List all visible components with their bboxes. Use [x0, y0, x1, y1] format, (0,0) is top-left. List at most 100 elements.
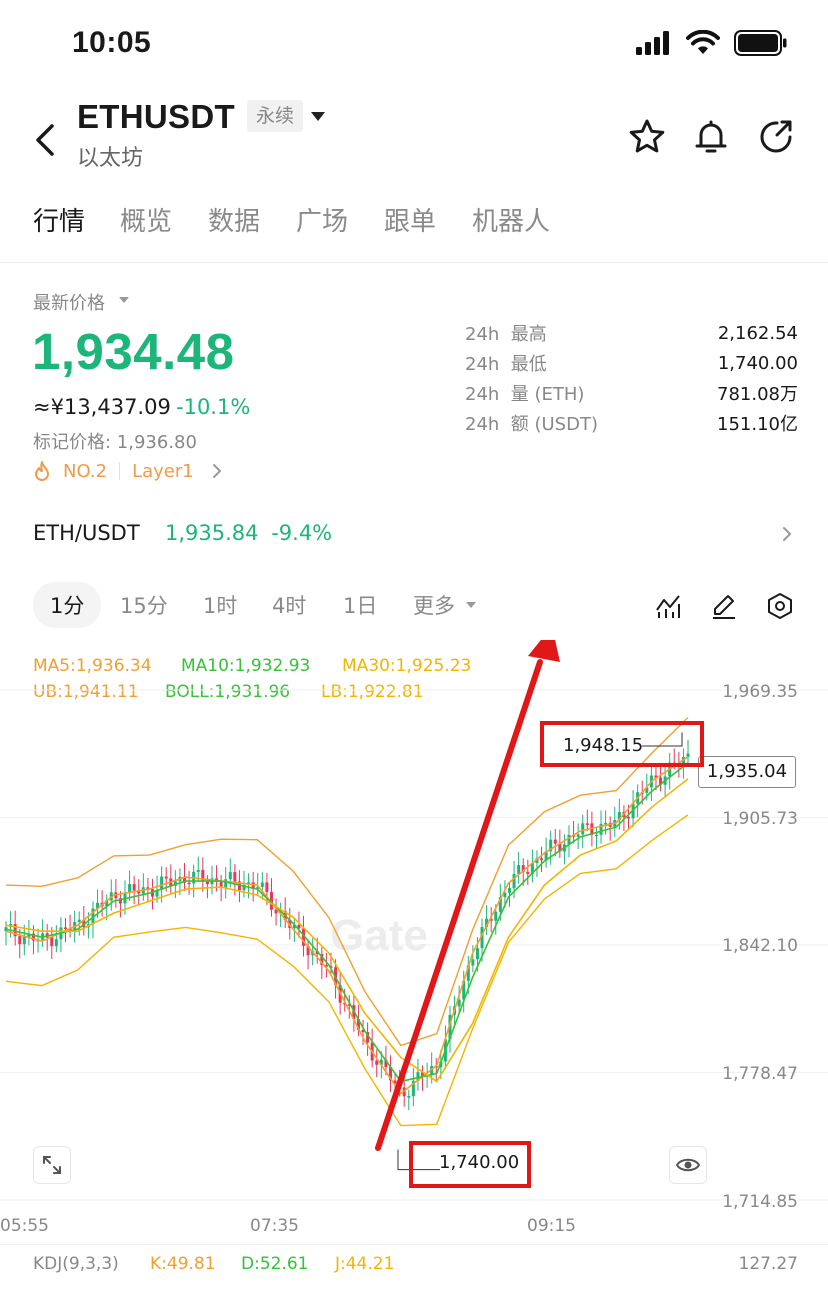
candle-body: [526, 871, 530, 874]
candle-body: [22, 936, 26, 945]
settings-hexagon-icon[interactable]: [766, 592, 794, 620]
candle-body: [489, 918, 493, 921]
latest-price-label[interactable]: 最新价格: [33, 293, 105, 314]
arrow-shaft: [375, 659, 543, 1151]
boll-mid-legend: BOLL:1,931.96: [165, 682, 291, 702]
cellular-signal-icon: [636, 31, 669, 55]
tabs-divider: [0, 262, 828, 263]
high-price-annotation: 1,948.15: [563, 735, 644, 756]
candle-body: [256, 886, 260, 889]
boll-ub-legend: UB:1,941.11: [33, 682, 139, 702]
tab-square[interactable]: 广场: [296, 207, 349, 237]
current-price-tag: 1,935.04: [698, 756, 796, 788]
candle-body: [260, 882, 264, 887]
candle-body: [411, 1080, 415, 1097]
interval-more[interactable]: 更多: [413, 594, 455, 618]
candle-body: [361, 1029, 365, 1033]
sector-tag[interactable]: Layer1: [132, 460, 194, 482]
high-leader-line: [642, 732, 683, 747]
tab-market[interactable]: 行情: [33, 207, 86, 237]
24h-stats: 24h 最高 2,162.54 24h 最低 1,740.00 24h 量 (E…: [465, 318, 798, 438]
pair-header: ETHUSDT 永续 以太坊: [0, 90, 828, 185]
status-bar: 10:05: [0, 0, 828, 90]
pair-title[interactable]: ETHUSDT: [77, 98, 235, 135]
spot-pair-row[interactable]: ETH/USDT 1,935.84 -9.4%: [0, 515, 828, 553]
candle-body: [567, 834, 571, 845]
interval-1d[interactable]: 1日: [343, 594, 378, 618]
spot-change: -9.4%: [271, 521, 333, 545]
chevron-right-icon[interactable]: [780, 525, 794, 543]
candle-body: [576, 834, 580, 837]
ma10-legend: MA10:1,932.93: [181, 656, 311, 676]
bell-icon[interactable]: [692, 118, 730, 156]
y-tick: 1,778.47: [722, 1064, 798, 1084]
share-icon[interactable]: [757, 118, 795, 156]
y-tick: 1,905.73: [722, 809, 798, 829]
interval-4h[interactable]: 4时: [272, 594, 307, 618]
candle-body: [471, 959, 475, 966]
flame-icon: [35, 461, 49, 481]
arrow-head: [528, 640, 560, 662]
candle-body: [77, 919, 81, 923]
candle-body: [681, 757, 685, 766]
kdj-j: J:44.21: [335, 1254, 395, 1274]
candle-body: [686, 753, 690, 758]
candle-body: [521, 865, 525, 872]
tab-overview[interactable]: 概览: [120, 207, 173, 237]
spot-price: 1,935.84 -9.4%: [165, 521, 332, 545]
x-tick: 09:15: [527, 1216, 576, 1236]
ma5-line: [5, 756, 689, 1095]
interval-1m[interactable]: 1分: [33, 582, 102, 628]
candle-body: [485, 918, 489, 928]
battery-icon: [734, 30, 787, 56]
candle-body: [320, 954, 324, 966]
ma30-line: [5, 778, 689, 1083]
x-tick: 07:35: [250, 1216, 299, 1236]
more-caret-icon[interactable]: [466, 602, 476, 608]
stat-row: 24h 最高 2,162.54: [465, 318, 798, 348]
pair-dropdown-caret-icon[interactable]: [311, 112, 325, 121]
fullscreen-button[interactable]: [33, 1146, 71, 1184]
candle-body: [68, 928, 72, 931]
watermark: Gate: [330, 911, 428, 960]
candle-body: [27, 933, 31, 937]
candle-body: [155, 889, 159, 897]
candle-body: [228, 872, 232, 880]
tag-row[interactable]: NO.2 Layer1: [33, 458, 224, 484]
candle-body: [269, 892, 273, 910]
candle-body: [379, 1059, 383, 1065]
indicator-chart-icon[interactable]: [655, 592, 683, 620]
stat-value: 1,740.00: [717, 352, 798, 374]
interval-1h[interactable]: 1时: [203, 594, 238, 618]
interval-selector: 1分 15分 1时 4时 1日 更多: [0, 580, 828, 632]
candle-body: [466, 965, 470, 981]
last-price: 1,934.48: [32, 323, 235, 380]
chevron-right-icon[interactable]: [210, 463, 224, 479]
latest-price-caret-icon[interactable]: [119, 297, 129, 303]
candle-body: [265, 882, 269, 893]
interval-15m[interactable]: 15分: [120, 594, 168, 618]
kline-chart[interactable]: Gate: [0, 640, 828, 1240]
candle-body: [50, 937, 54, 947]
candle-body: [421, 1072, 425, 1077]
candle-body: [585, 823, 589, 825]
ma30-legend: MA30:1,925.23: [342, 656, 472, 676]
tab-copy-trading[interactable]: 跟单: [384, 207, 437, 237]
low-price-annotation: 1,740.00: [439, 1152, 520, 1173]
candle-body: [292, 924, 296, 929]
rank-tag[interactable]: NO.2: [63, 460, 108, 482]
candle-body: [297, 924, 301, 929]
candle-body: [201, 869, 205, 882]
candle-body: [18, 936, 22, 945]
candle-body: [366, 1032, 370, 1043]
candle-body: [173, 881, 177, 886]
back-arrow-icon[interactable]: [30, 120, 60, 160]
tab-data[interactable]: 数据: [208, 207, 261, 237]
pencil-draw-icon[interactable]: [710, 592, 738, 620]
tab-bots[interactable]: 机器人: [472, 207, 551, 237]
star-icon[interactable]: [628, 118, 666, 156]
candle-body: [553, 839, 557, 844]
chart-grid: [0, 689, 828, 1201]
visibility-button[interactable]: [669, 1146, 707, 1184]
indicator-lines: [5, 717, 689, 1171]
